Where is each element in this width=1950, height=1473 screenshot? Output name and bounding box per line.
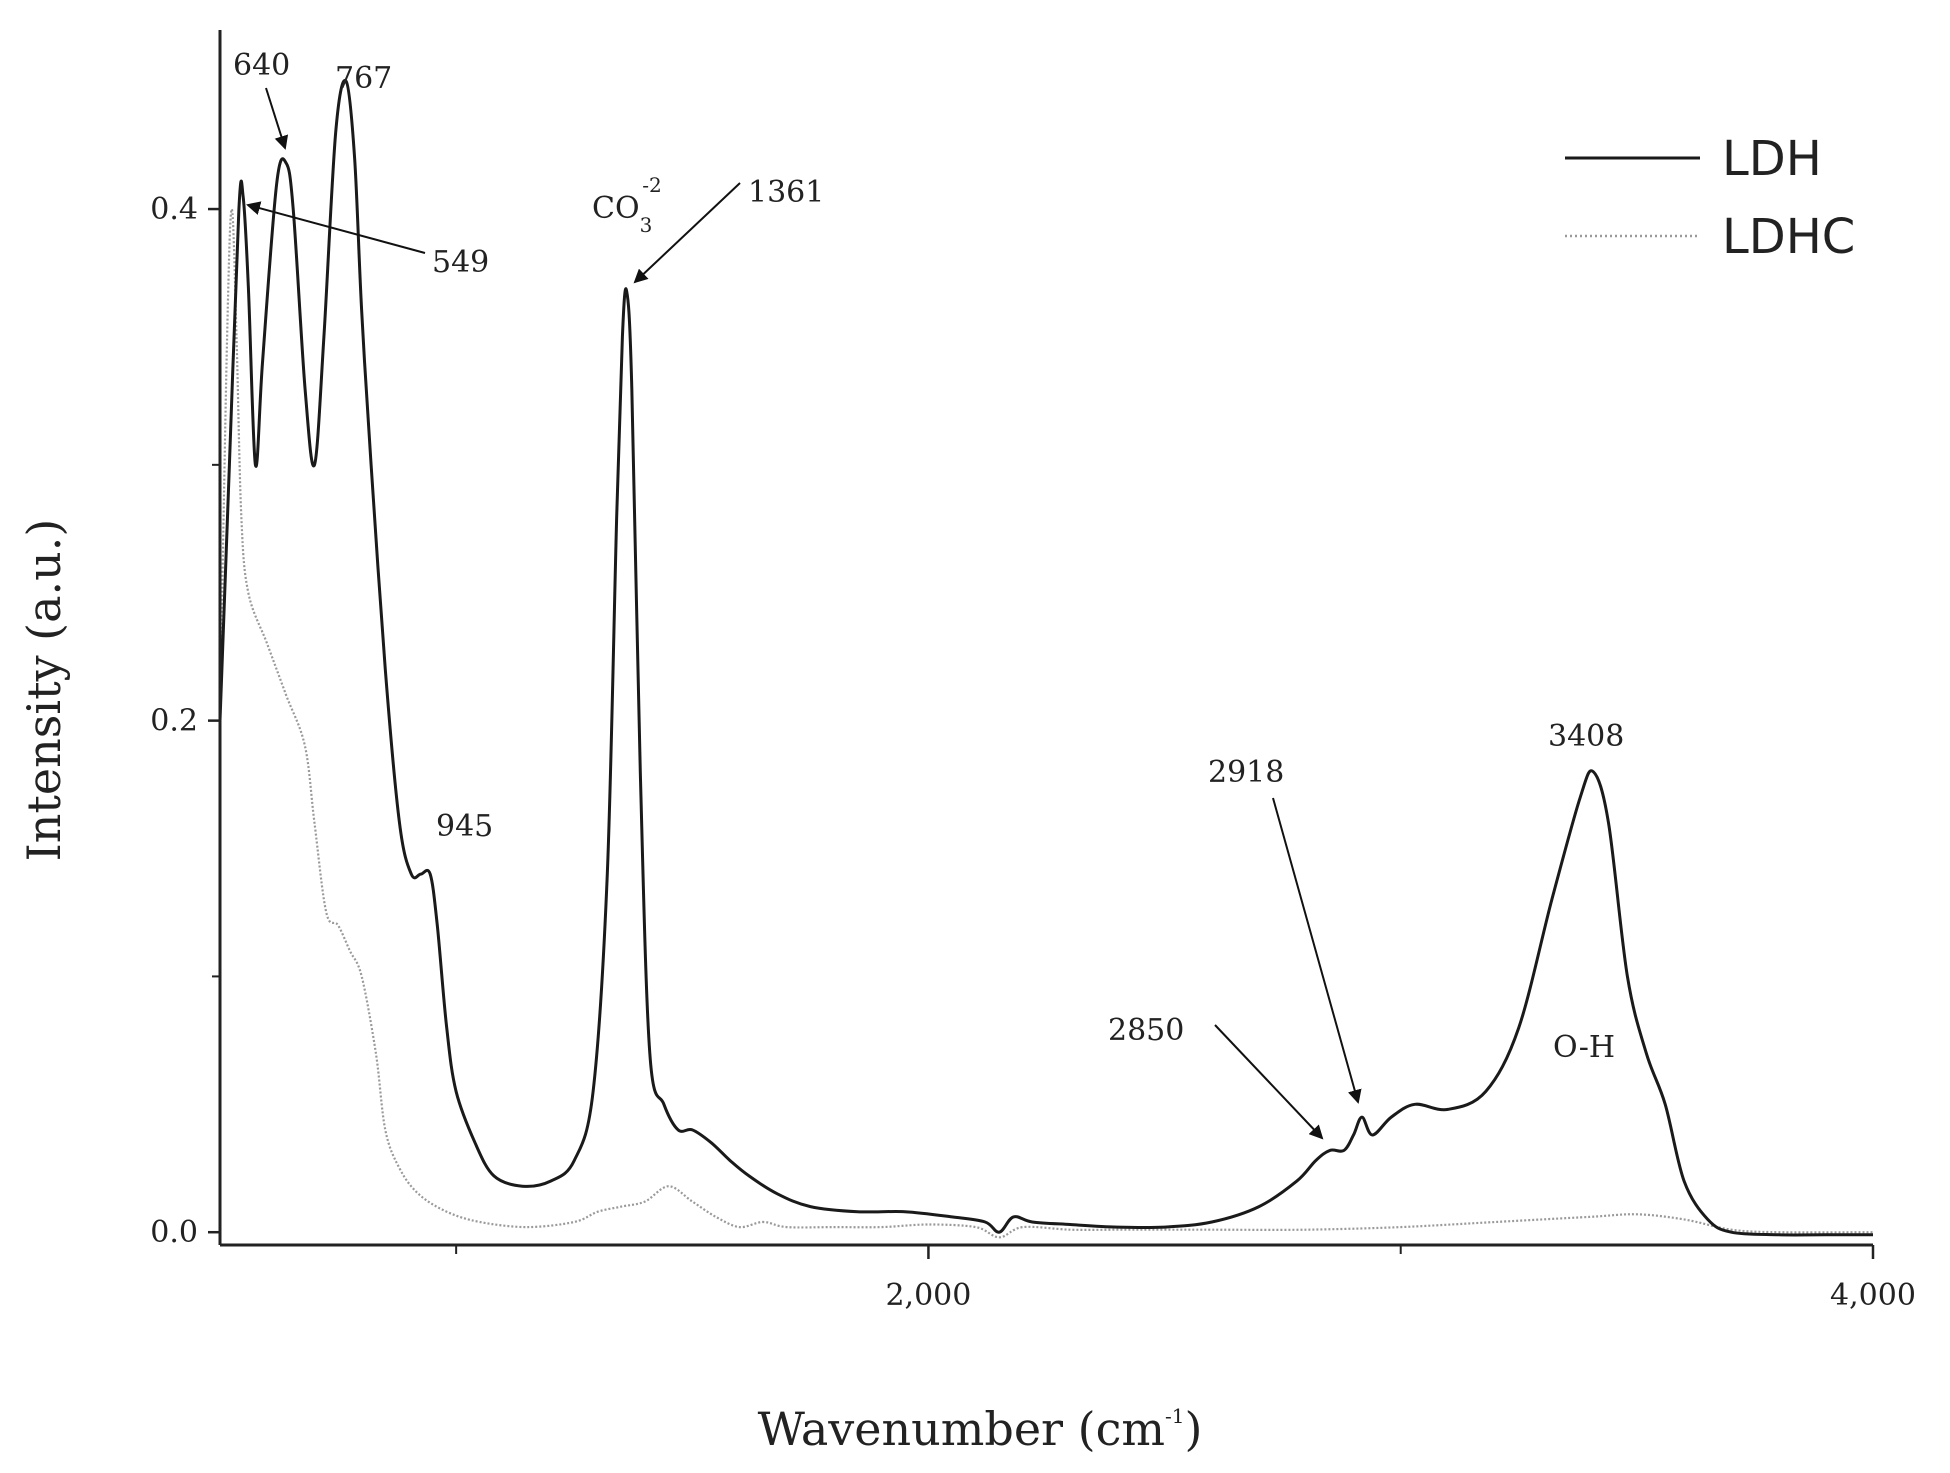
x-axis-title: Wavenumber (cm-1) — [758, 1402, 1203, 1456]
arrow-549 — [246, 201, 426, 254]
annotation-549: 549 — [432, 245, 489, 280]
y-tick-label: 0.4 — [150, 192, 198, 227]
legend: LDH LDHC — [1565, 131, 1855, 265]
arrow-1361 — [633, 182, 741, 284]
y-axis-title: Intensity (a.u.) — [17, 519, 71, 862]
annotation-co3: CO3-2 — [592, 173, 662, 237]
annotation-2850: 2850 — [1108, 1013, 1184, 1048]
y-tick-label: 0.2 — [150, 704, 198, 739]
x-axis-title-superscript: -1 — [1165, 1404, 1184, 1428]
arrow-2918 — [1272, 797, 1362, 1104]
plot-area — [218, 78, 1874, 1239]
arrow-640 — [265, 87, 289, 150]
x-tick-label: 4,000 — [1830, 1278, 1916, 1313]
legend-label-ldh: LDH — [1722, 131, 1822, 187]
annotation-945: 945 — [436, 809, 493, 844]
legend-label-ldhc: LDHC — [1722, 209, 1855, 265]
annotation-oh: O-H — [1553, 1030, 1615, 1065]
arrow-2850 — [1214, 1024, 1324, 1140]
axes: 0.0 0.2 0.4 2,000 4,000 — [150, 30, 1916, 1313]
annotation-767: 767 — [335, 61, 392, 96]
series-line-ldhc — [218, 208, 1874, 1239]
annotation-640: 640 — [233, 48, 290, 83]
annotation-3408: 3408 — [1548, 719, 1624, 754]
annotation-co3-superscript: -2 — [642, 173, 661, 197]
annotation-co3-subscript: 3 — [640, 213, 653, 237]
y-tick-label: 0.0 — [150, 1215, 198, 1250]
annotation-1361: 1361 — [748, 175, 824, 210]
series-line-ldh — [218, 78, 1873, 1237]
annotation-2918: 2918 — [1208, 755, 1284, 790]
x-tick-label: 2,000 — [885, 1278, 971, 1313]
